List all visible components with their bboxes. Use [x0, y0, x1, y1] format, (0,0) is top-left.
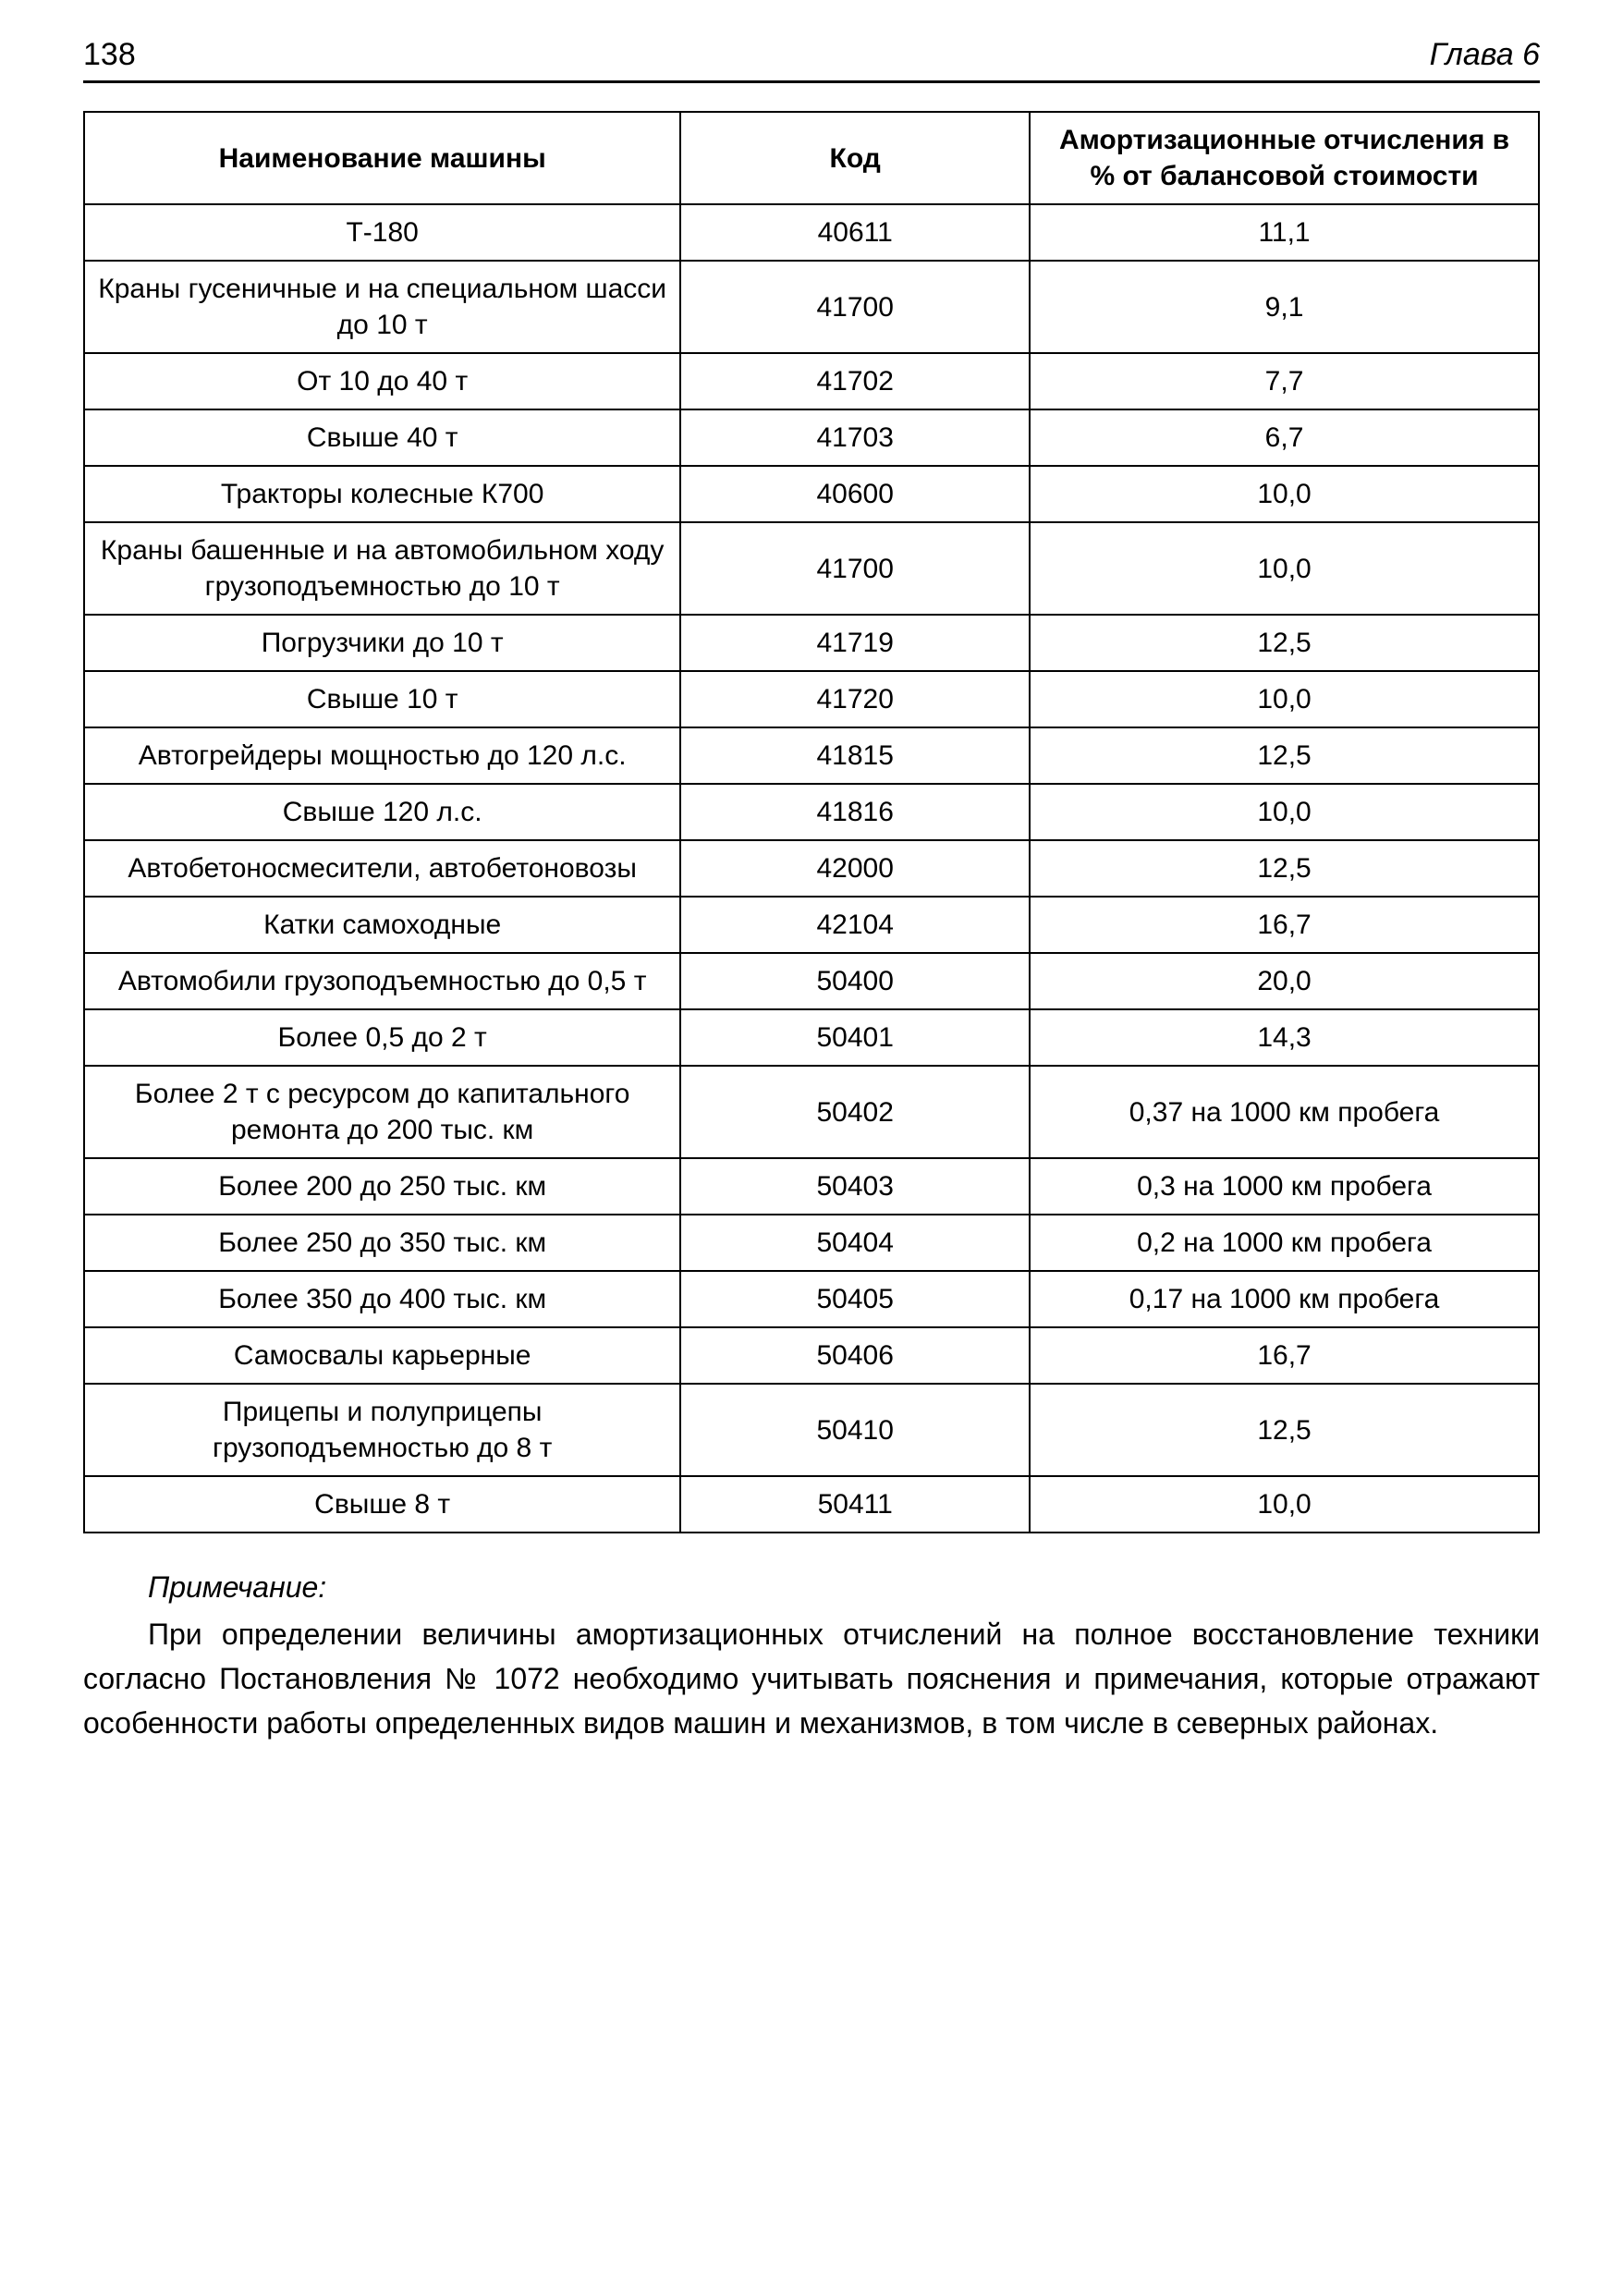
cell-code: 50402 — [680, 1066, 1030, 1158]
table-row: Более 2 т с ресурсом до капитального рем… — [84, 1066, 1539, 1158]
cell-amort: 7,7 — [1030, 353, 1539, 409]
cell-name: Более 2 т с ресурсом до капитального рем… — [84, 1066, 680, 1158]
cell-code: 41815 — [680, 727, 1030, 784]
cell-amort: 10,0 — [1030, 1476, 1539, 1533]
col-header-name: Наименование машины — [84, 112, 680, 204]
table-head: Наименование машины Код Амортизационные … — [84, 112, 1539, 204]
cell-amort: 0,17 на 1000 км пробега — [1030, 1271, 1539, 1327]
table-row: Автогрейдеры мощностью до 120 л.с.418151… — [84, 727, 1539, 784]
table-row: Более 200 до 250 тыс. км504030,3 на 1000… — [84, 1158, 1539, 1215]
cell-name: Катки самоходные — [84, 897, 680, 953]
cell-code: 50400 — [680, 953, 1030, 1009]
cell-amort: 12,5 — [1030, 1384, 1539, 1476]
table-header-row: Наименование машины Код Амортизационные … — [84, 112, 1539, 204]
cell-code: 50410 — [680, 1384, 1030, 1476]
cell-amort: 10,0 — [1030, 522, 1539, 615]
cell-code: 50404 — [680, 1215, 1030, 1271]
table-row: Свыше 8 т5041110,0 — [84, 1476, 1539, 1533]
cell-name: Более 0,5 до 2 т — [84, 1009, 680, 1066]
table-row: Более 350 до 400 тыс. км504050,17 на 100… — [84, 1271, 1539, 1327]
table-row: Автомобили грузоподъемностью до 0,5 т504… — [84, 953, 1539, 1009]
cell-name: Свыше 120 л.с. — [84, 784, 680, 840]
table-row: Краны башенные и на автомобильном ходу г… — [84, 522, 1539, 615]
cell-name: Более 200 до 250 тыс. км — [84, 1158, 680, 1215]
cell-name: Автобетоносмесители, автобетоновозы — [84, 840, 680, 897]
cell-name: Самосвалы карьерные — [84, 1327, 680, 1384]
table-row: Прицепы и полуприцепы грузоподъемностью … — [84, 1384, 1539, 1476]
cell-amort: 16,7 — [1030, 1327, 1539, 1384]
cell-code: 41703 — [680, 409, 1030, 466]
cell-name: Погрузчики до 10 т — [84, 615, 680, 671]
cell-code: 50406 — [680, 1327, 1030, 1384]
table-row: От 10 до 40 т417027,7 — [84, 353, 1539, 409]
cell-code: 41719 — [680, 615, 1030, 671]
cell-code: 41720 — [680, 671, 1030, 727]
cell-amort: 12,5 — [1030, 727, 1539, 784]
note-body: При определении величины амортизационных… — [83, 1612, 1540, 1745]
col-header-code: Код — [680, 112, 1030, 204]
cell-amort: 11,1 — [1030, 204, 1539, 261]
table-row: Краны гусеничные и на специальном шасси … — [84, 261, 1539, 353]
cell-amort: 6,7 — [1030, 409, 1539, 466]
cell-name: Более 350 до 400 тыс. км — [84, 1271, 680, 1327]
table-row: Более 250 до 350 тыс. км504040,2 на 1000… — [84, 1215, 1539, 1271]
table-row: Погрузчики до 10 т4171912,5 — [84, 615, 1539, 671]
page-header: 138 Глава 6 — [83, 37, 1540, 83]
cell-name: Свыше 10 т — [84, 671, 680, 727]
cell-name: Краны гусеничные и на специальном шасси … — [84, 261, 680, 353]
cell-name: Т-180 — [84, 204, 680, 261]
table-row: Самосвалы карьерные5040616,7 — [84, 1327, 1539, 1384]
cell-code: 40611 — [680, 204, 1030, 261]
table-row: Более 0,5 до 2 т5040114,3 — [84, 1009, 1539, 1066]
table-body: Т-1804061111,1Краны гусеничные и на спец… — [84, 204, 1539, 1533]
note-heading: Примечание: — [148, 1570, 1540, 1605]
cell-amort: 14,3 — [1030, 1009, 1539, 1066]
cell-code: 50403 — [680, 1158, 1030, 1215]
table-row: Катки самоходные4210416,7 — [84, 897, 1539, 953]
cell-code: 50411 — [680, 1476, 1030, 1533]
cell-code: 41700 — [680, 522, 1030, 615]
cell-name: Прицепы и полуприцепы грузоподъемностью … — [84, 1384, 680, 1476]
cell-name: Автогрейдеры мощностью до 120 л.с. — [84, 727, 680, 784]
table-row: Автобетоносмесители, автобетоновозы42000… — [84, 840, 1539, 897]
cell-code: 50405 — [680, 1271, 1030, 1327]
page-number: 138 — [83, 37, 136, 73]
table-row: Т-1804061111,1 — [84, 204, 1539, 261]
table-row: Тракторы колесные К7004060010,0 — [84, 466, 1539, 522]
cell-name: Свыше 40 т — [84, 409, 680, 466]
cell-amort: 12,5 — [1030, 840, 1539, 897]
amortization-table: Наименование машины Код Амортизационные … — [83, 111, 1540, 1533]
cell-amort: 10,0 — [1030, 671, 1539, 727]
cell-code: 42104 — [680, 897, 1030, 953]
cell-amort: 10,0 — [1030, 466, 1539, 522]
cell-code: 50401 — [680, 1009, 1030, 1066]
cell-amort: 20,0 — [1030, 953, 1539, 1009]
cell-amort: 0,37 на 1000 км пробега — [1030, 1066, 1539, 1158]
cell-amort: 0,3 на 1000 км пробега — [1030, 1158, 1539, 1215]
table-row: Свыше 120 л.с.4181610,0 — [84, 784, 1539, 840]
cell-code: 41700 — [680, 261, 1030, 353]
cell-amort: 0,2 на 1000 км пробега — [1030, 1215, 1539, 1271]
chapter-label: Глава 6 — [1430, 37, 1540, 73]
cell-code: 41816 — [680, 784, 1030, 840]
cell-code: 42000 — [680, 840, 1030, 897]
cell-name: Свыше 8 т — [84, 1476, 680, 1533]
col-header-amort: Амортизационные отчисления в % от баланс… — [1030, 112, 1539, 204]
cell-name: Тракторы колесные К700 — [84, 466, 680, 522]
table-row: Свыше 10 т4172010,0 — [84, 671, 1539, 727]
cell-amort: 10,0 — [1030, 784, 1539, 840]
cell-name: От 10 до 40 т — [84, 353, 680, 409]
cell-code: 40600 — [680, 466, 1030, 522]
cell-name: Более 250 до 350 тыс. км — [84, 1215, 680, 1271]
table-row: Свыше 40 т417036,7 — [84, 409, 1539, 466]
cell-amort: 9,1 — [1030, 261, 1539, 353]
cell-name: Автомобили грузоподъемностью до 0,5 т — [84, 953, 680, 1009]
cell-name: Краны башенные и на автомобильном ходу г… — [84, 522, 680, 615]
cell-amort: 12,5 — [1030, 615, 1539, 671]
cell-amort: 16,7 — [1030, 897, 1539, 953]
cell-code: 41702 — [680, 353, 1030, 409]
